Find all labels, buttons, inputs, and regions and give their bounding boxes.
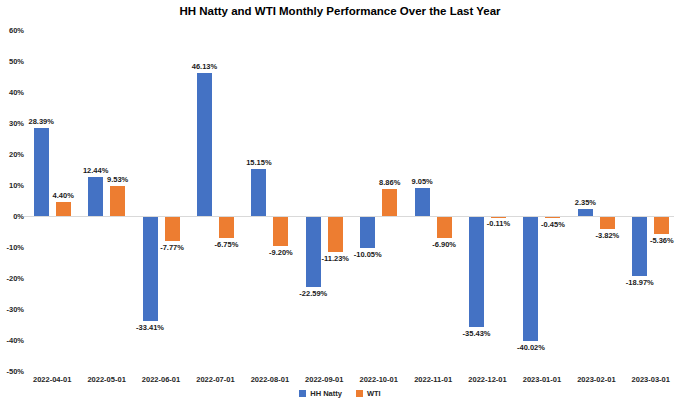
bar-hh-natty [632,217,647,276]
x-tick-label: 2022-06-01 [133,375,189,384]
x-tick-label: 2023-01-01 [514,375,570,384]
y-tick-label: 0% [0,212,24,221]
data-label-wti: -11.23% [312,254,358,263]
y-tick-label: 50% [0,57,24,66]
bar-wti [165,217,180,241]
data-label-wti: -5.36% [639,236,680,245]
y-tick-label: -40% [0,336,24,345]
data-label-hh-natty: 46.13% [181,62,227,71]
legend-item-hh-natty: HH Natty [299,389,342,398]
bar-wti [110,186,125,216]
data-label-wti: -7.77% [149,243,195,252]
bar-hh-natty [251,169,266,216]
y-tick-label: -10% [0,243,24,252]
x-tick-label: 2022-10-01 [351,375,407,384]
x-tick-label: 2022-12-01 [460,375,516,384]
bar-hh-natty [34,128,49,216]
bar-wti [491,217,506,218]
data-label-wti: -0.11% [476,219,522,228]
bar-wti [273,217,288,246]
x-tick-label: 2022-07-01 [187,375,243,384]
data-label-hh-natty: 12.44% [73,166,119,175]
bar-wti [437,217,452,238]
x-tick-label: 2022-11-01 [405,375,461,384]
bar-wti [219,217,234,238]
legend-swatch-icon-wti [356,390,363,397]
y-tick-label: 20% [0,150,24,159]
data-label-wti: 4.40% [40,191,86,200]
bar-wti [382,189,397,216]
x-tick-label: 2023-03-01 [623,375,679,384]
data-label-wti: -6.90% [421,240,467,249]
data-label-hh-natty: -22.59% [290,289,336,298]
data-label-hh-natty: 15.15% [236,158,282,167]
data-label-wti: 9.53% [95,175,141,184]
data-label-wti: -9.20% [258,248,304,257]
data-label-hh-natty: -40.02% [508,343,554,352]
bar-hh-natty [415,188,430,216]
legend-swatch-icon-hh-natty [299,390,306,397]
data-label-hh-natty: -35.43% [454,329,500,338]
bar-hh-natty [197,73,212,216]
data-label-hh-natty: -33.41% [127,323,173,332]
bar-wti [56,202,71,216]
y-tick-label: -20% [0,274,24,283]
data-label-hh-natty: -18.97% [617,278,663,287]
zero-axis-line [24,216,674,217]
x-tick-label: 2022-09-01 [296,375,352,384]
legend: HH Natty WTI [0,387,680,399]
y-tick-label: 60% [0,26,24,35]
data-label-wti: -0.45% [530,220,576,229]
y-tick-label: -30% [0,305,24,314]
bar-hh-natty [523,217,538,341]
chart: HH Natty and WTI Monthly Performance Ove… [0,0,680,411]
bar-wti [600,217,615,229]
bar-hh-natty [306,217,321,287]
legend-item-wti: WTI [356,389,381,398]
y-tick-label: 40% [0,88,24,97]
data-label-wti: -6.75% [203,240,249,249]
bar-hh-natty [143,217,158,321]
bar-hh-natty [469,217,484,327]
data-label-hh-natty: 28.39% [18,117,64,126]
x-tick-label: 2023-02-01 [568,375,624,384]
chart-title: HH Natty and WTI Monthly Performance Ove… [0,5,680,17]
bar-hh-natty [578,209,593,216]
y-tick-label: 10% [0,181,24,190]
x-tick-label: 2022-04-01 [24,375,80,384]
legend-label-wti: WTI [367,389,381,398]
bar-hh-natty [360,217,375,248]
x-tick-label: 2022-05-01 [79,375,135,384]
data-label-wti: -3.82% [584,231,630,240]
x-tick-label: 2022-08-01 [242,375,298,384]
bar-wti [328,217,343,252]
bar-wti [545,217,560,218]
y-tick-label: -50% [0,367,24,376]
legend-label-hh-natty: HH Natty [310,389,342,398]
data-label-wti: 8.86% [367,178,413,187]
data-label-hh-natty: 2.35% [562,198,608,207]
bar-wti [654,217,669,234]
